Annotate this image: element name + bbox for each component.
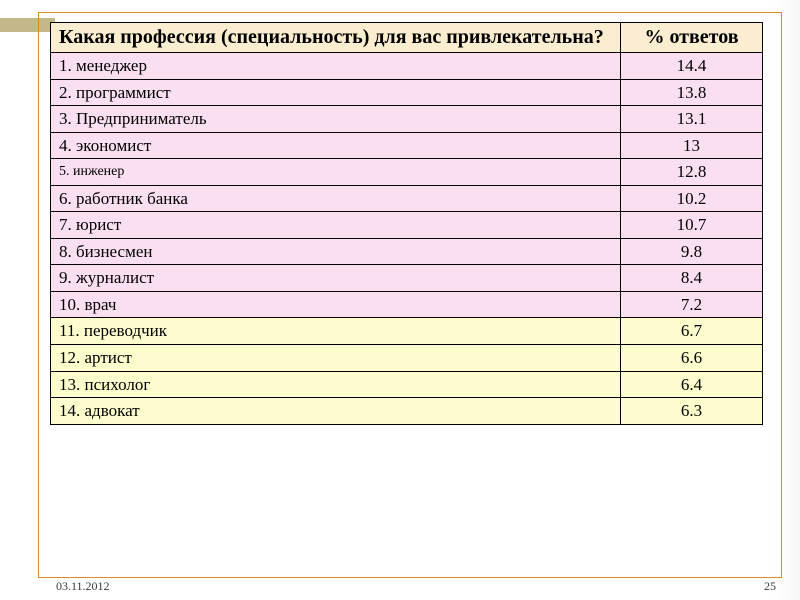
row-label: 6. работник банка — [51, 185, 621, 212]
row-value: 10.7 — [621, 212, 763, 239]
profession-table: Какая профессия (специальность) для вас … — [50, 22, 763, 425]
row-value: 13 — [621, 132, 763, 159]
table-body: 1. менеджер 14.4 2. программист 13.8 3. … — [51, 53, 763, 425]
table-row: 13. психолог 6.4 — [51, 371, 763, 398]
slide: Какая профессия (специальность) для вас … — [0, 0, 800, 600]
row-value: 9.8 — [621, 238, 763, 265]
row-label: 3. Предприниматель — [51, 106, 621, 133]
footer-date: 03.11.2012 — [56, 579, 110, 594]
row-label: 7. юрист — [51, 212, 621, 239]
table-row: 11. переводчик 6.7 — [51, 318, 763, 345]
row-value: 6.7 — [621, 318, 763, 345]
row-value: 14.4 — [621, 53, 763, 80]
row-value: 6.3 — [621, 398, 763, 425]
row-label: 14. адвокат — [51, 398, 621, 425]
table-row: 2. программист 13.8 — [51, 79, 763, 106]
table-row: 12. артист 6.6 — [51, 345, 763, 372]
header-question: Какая профессия (специальность) для вас … — [51, 23, 621, 53]
table-row: 5. инженер 12.8 — [51, 159, 763, 186]
row-label: 12. артист — [51, 345, 621, 372]
row-value: 7.2 — [621, 291, 763, 318]
row-label: 10. врач — [51, 291, 621, 318]
table-row: 7. юрист 10.7 — [51, 212, 763, 239]
row-value: 13.1 — [621, 106, 763, 133]
table-row: 9. журналист 8.4 — [51, 265, 763, 292]
row-value: 10.2 — [621, 185, 763, 212]
row-label: 9. журналист — [51, 265, 621, 292]
table-row: 4. экономист 13 — [51, 132, 763, 159]
row-label: 4. экономист — [51, 132, 621, 159]
table-row: 10. врач 7.2 — [51, 291, 763, 318]
row-label: 13. психолог — [51, 371, 621, 398]
row-label: 8. бизнесмен — [51, 238, 621, 265]
row-label: 5. инженер — [51, 159, 621, 186]
table-row: 3. Предприниматель 13.1 — [51, 106, 763, 133]
row-value: 6.6 — [621, 345, 763, 372]
table-row: 8. бизнесмен 9.8 — [51, 238, 763, 265]
footer-page-number: 25 — [764, 579, 776, 594]
table-header-row: Какая профессия (специальность) для вас … — [51, 23, 763, 53]
table-row: 1. менеджер 14.4 — [51, 53, 763, 80]
header-percent: % ответов — [621, 23, 763, 53]
table-row: 6. работник банка 10.2 — [51, 185, 763, 212]
row-value: 13.8 — [621, 79, 763, 106]
row-label: 1. менеджер — [51, 53, 621, 80]
row-label: 2. программист — [51, 79, 621, 106]
row-value: 12.8 — [621, 159, 763, 186]
row-value: 6.4 — [621, 371, 763, 398]
table-row: 14. адвокат 6.3 — [51, 398, 763, 425]
row-value: 8.4 — [621, 265, 763, 292]
row-label: 11. переводчик — [51, 318, 621, 345]
